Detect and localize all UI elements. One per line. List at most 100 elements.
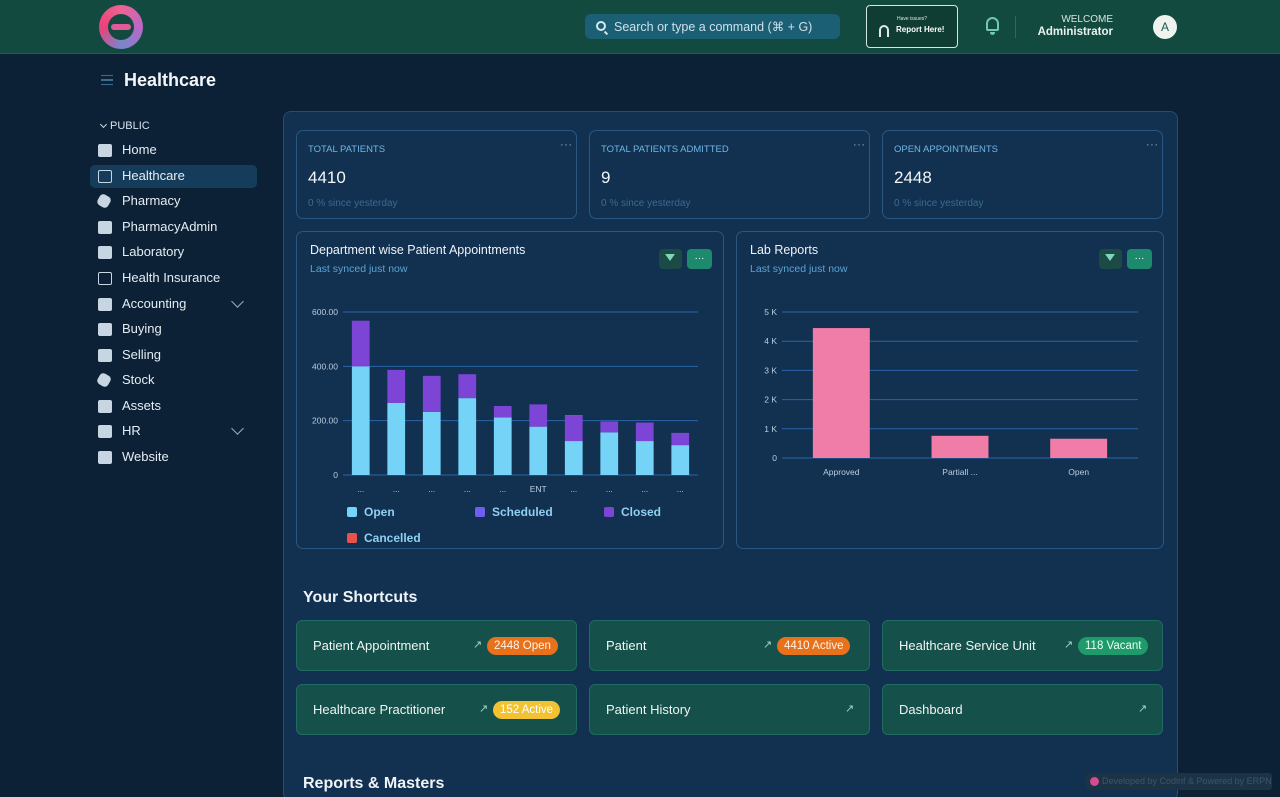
powered-by-tag[interactable]: Developed by Codinf & Powered by ERPNext (1086, 773, 1272, 790)
sidebar-section-public[interactable]: PUBLIC (99, 120, 150, 132)
x-tick-label: ... (677, 484, 684, 494)
more-icon[interactable]: ··· (1146, 139, 1159, 151)
stat-card-open-appointments[interactable]: OPEN APPOINTMENTS ··· 2448 0 % since yes… (882, 130, 1163, 219)
y-tick-label: 2 K (764, 395, 777, 405)
shortcut-patient[interactable]: Patient ↗ 4410 Active (589, 620, 870, 671)
sidebar-toggle-icon[interactable] (101, 75, 113, 85)
filter-button[interactable] (1099, 249, 1122, 269)
bar-segment (493, 405, 512, 418)
legend-swatch-scheduled (475, 507, 485, 517)
x-tick-label: ... (393, 484, 400, 494)
legend-scheduled[interactable]: Scheduled (492, 505, 553, 519)
report-small-text: Have issues? (897, 16, 928, 22)
stat-sub: 0 % since yesterday (308, 198, 398, 209)
x-tick-label: Open (1068, 467, 1089, 477)
topbar: Search or type a command (⌘ + G) Have is… (0, 0, 1280, 54)
y-tick-label: 3 K (764, 365, 777, 375)
shortcut-label: Patient (606, 638, 647, 653)
chevron-down-icon[interactable] (231, 295, 244, 308)
sidebar-item-selling[interactable]: Selling (90, 344, 257, 367)
sidebar-item-hr[interactable]: HR (90, 420, 257, 443)
shortcut-label: Patient History (606, 702, 691, 717)
bar-segment (387, 403, 406, 475)
more-button[interactable]: ··· (1127, 249, 1152, 269)
arrow-up-right-icon: ↗ (473, 639, 483, 651)
bar-segment (564, 416, 583, 442)
stat-value: 4410 (308, 168, 346, 187)
laboratory-icon (98, 246, 112, 259)
sidebar-item-laboratory[interactable]: Laboratory (90, 241, 257, 264)
bar-segment (458, 398, 477, 475)
sidebar-item-website[interactable]: Website (90, 446, 257, 469)
stat-sub: 0 % since yesterday (894, 198, 984, 209)
shortcut-dashboard[interactable]: Dashboard ↗ (882, 684, 1163, 735)
x-tick-label: ... (570, 484, 577, 494)
x-tick-label: ... (464, 484, 471, 494)
more-icon[interactable]: ··· (560, 139, 573, 151)
shortcut-label: Healthcare Practitioner (313, 702, 446, 717)
sidebar-item-label: Buying (122, 321, 162, 336)
sidebar-item-buying[interactable]: Buying (90, 318, 257, 341)
sidebar-item-label: PharmacyAdmin (122, 219, 218, 234)
more-button[interactable]: ··· (687, 249, 712, 269)
shortcut-patient-appointment[interactable]: Patient Appointment ↗ 2448 Open (296, 620, 577, 671)
sidebar-item-stock[interactable]: Stock (90, 369, 257, 392)
stat-title: TOTAL PATIENTS ADMITTED (601, 144, 729, 155)
reports-title: Reports & Masters (303, 775, 445, 792)
sidebar-item-label: Stock (122, 372, 155, 387)
x-tick-label: Partiall ... (942, 467, 977, 477)
report-label: Report Here! (896, 25, 945, 34)
stat-card-total-patients[interactable]: TOTAL PATIENTS ··· 4410 0 % since yester… (296, 130, 577, 219)
sidebar-item-healthcare[interactable]: Healthcare (90, 165, 257, 188)
x-tick-label: ... (428, 484, 435, 494)
search-placeholder: Search or type a command (⌘ + G) (614, 20, 813, 34)
bar-segment (422, 375, 441, 412)
status-badge: 152 Active (493, 701, 561, 719)
lab-reports-chart: 0 1 K 2 K 3 K 4 K 5 K Approved Partiall ... Open (764, 307, 1138, 477)
more-icon[interactable]: ··· (853, 139, 866, 151)
x-tick-label: ... (357, 484, 364, 494)
bar-segment (387, 369, 406, 404)
search-input[interactable]: Search or type a command (⌘ + G) (585, 14, 840, 39)
sidebar-item-home[interactable]: Home (90, 139, 257, 162)
y-tick-label: 200.00 (312, 416, 338, 426)
sidebar-section-label: PUBLIC (110, 120, 150, 132)
avatar[interactable]: A (1153, 15, 1177, 39)
legend-cancelled[interactable]: Cancelled (364, 531, 421, 545)
notification-bell-icon[interactable] (986, 17, 999, 35)
shortcut-healthcare-practitioner[interactable]: Healthcare Practitioner ↗ 152 Active (296, 684, 577, 735)
arrow-up-right-icon: ↗ (479, 703, 489, 715)
sidebar-item-pharmacyadmin[interactable]: PharmacyAdmin (90, 216, 257, 239)
folder-icon (98, 451, 112, 464)
folder-icon (98, 221, 112, 234)
report-issue-button[interactable]: Have issues? Report Here! (866, 5, 958, 48)
shortcut-healthcare-service-unit[interactable]: Healthcare Service Unit ↗ 118 Vacant (882, 620, 1163, 671)
sidebar-item-pharmacy[interactable]: Pharmacy (90, 190, 257, 213)
stat-card-total-patients-admitted[interactable]: TOTAL PATIENTS ADMITTED ··· 9 0 % since … (589, 130, 870, 219)
sidebar-item-label: Website (122, 449, 169, 464)
bar-segment (600, 421, 619, 433)
x-tick-label: Approved (823, 467, 860, 477)
chart-sync-status: Last synced just now (310, 263, 408, 275)
shortcut-patient-history[interactable]: Patient History ↗ (589, 684, 870, 735)
x-tick-label: ... (499, 484, 506, 494)
filter-button[interactable] (659, 249, 682, 269)
arrow-up-right-icon: ↗ (845, 703, 855, 715)
shortcut-label: Dashboard (899, 702, 963, 717)
legend-swatch-cancelled (347, 533, 357, 543)
sidebar-item-assets[interactable]: Assets (90, 395, 257, 418)
shortcuts-title: Your Shortcuts (303, 589, 418, 606)
legend-open[interactable]: Open (364, 505, 395, 519)
sidebar-item-health-insurance[interactable]: Health Insurance (90, 267, 257, 290)
sidebar-item-accounting[interactable]: Accounting (90, 293, 257, 316)
app-logo[interactable] (99, 5, 143, 49)
sidebar-item-label: Accounting (122, 296, 187, 311)
cube-icon (95, 192, 113, 210)
health-insurance-icon (98, 272, 112, 285)
chevron-down-icon[interactable] (231, 422, 244, 435)
shortcut-label: Patient Appointment (313, 638, 430, 653)
appointments-chart-card: Department wise Patient Appointments Las… (296, 231, 724, 549)
y-tick-label: 5 K (764, 307, 777, 317)
stat-title: OPEN APPOINTMENTS (894, 144, 998, 155)
legend-closed[interactable]: Closed (621, 505, 662, 519)
